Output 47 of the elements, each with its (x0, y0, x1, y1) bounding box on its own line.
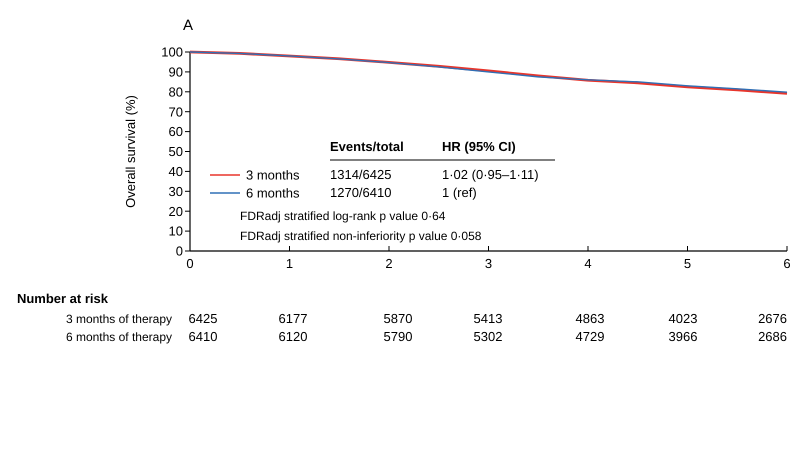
y-tick-label: 90 (168, 64, 183, 80)
x-tick-label: 0 (186, 256, 194, 271)
annotation: FDRadj stratified log-rank p value 0·64 (240, 209, 446, 223)
text: 6120 (278, 329, 308, 344)
text: 6177 (278, 311, 308, 326)
annotation: 1 (ref) (442, 185, 477, 200)
annotation: HR (95% CI) (442, 139, 516, 154)
chart-title: A (183, 17, 194, 34)
annotation: 1270/6410 (330, 185, 392, 200)
y-tick-label: 80 (168, 84, 183, 100)
annotation: Events/total (330, 139, 404, 154)
y-tick-label: 40 (168, 164, 183, 179)
text: 6410 (188, 329, 218, 344)
annotation: FDRadj stratified non-inferiority p value 0·058 (240, 229, 482, 243)
text: 5302 (474, 329, 502, 344)
y-tick-label: 50 (168, 144, 183, 160)
x-tick-label: 3 (484, 256, 492, 271)
annotation: 1·02 (0·95–1·11) (442, 167, 539, 182)
text: 5870 (384, 311, 412, 326)
y-tick-label: 10 (168, 224, 183, 239)
y-tick-label: 20 (168, 204, 183, 219)
text: 4729 (576, 329, 604, 344)
text: 6425 (188, 311, 218, 326)
text: Number at risk (16, 291, 109, 306)
text: 5413 (474, 311, 502, 326)
legend-label: 6 months (246, 186, 300, 201)
x-tick-label: 5 (684, 256, 692, 271)
annotation: 1314/6425 (330, 167, 392, 182)
text: 2686 (758, 329, 787, 344)
text: 2676 (758, 311, 787, 326)
legend-label: 3 months (246, 168, 300, 183)
text: 5790 (384, 329, 412, 344)
y-tick-label: 70 (168, 104, 183, 120)
y-axis-title: Overall survival (%) (123, 95, 138, 208)
x-tick-label: 2 (385, 256, 393, 271)
text: 4023 (668, 311, 698, 326)
y-tick-label: 30 (168, 184, 183, 199)
text: 6 months of therapy (66, 330, 172, 344)
x-tick-label: 6 (783, 256, 791, 271)
text: 3 months of therapy (66, 312, 172, 326)
x-tick-label: 4 (584, 256, 592, 271)
y-tick-label: 60 (168, 124, 183, 140)
text: 3966 (668, 329, 698, 344)
y-tick-label: 0 (176, 244, 183, 259)
y-tick-label: 100 (161, 44, 183, 60)
x-tick-label: 1 (286, 256, 294, 271)
text: 4863 (576, 311, 604, 326)
